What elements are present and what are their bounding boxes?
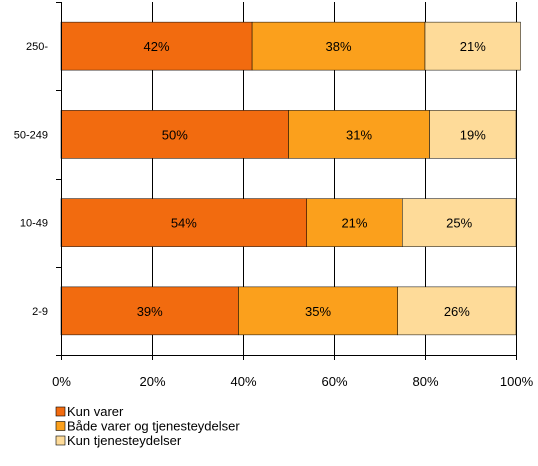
bar-segment <box>238 286 398 336</box>
axes: 250- 50-249 10-49 2-9 0% 20% 40% 60% 80% 100% <box>14 2 534 389</box>
category-label: 10-49 <box>20 218 48 230</box>
x-tick-label: 60% <box>321 374 347 389</box>
legend-swatch <box>55 435 66 446</box>
legend-swatch <box>55 406 66 417</box>
bar-segment <box>60 110 289 159</box>
bar-segment <box>402 198 517 247</box>
data-label: 25% <box>446 216 472 231</box>
legend-label: Kun varer <box>67 404 124 419</box>
data-label: 42% <box>144 39 170 54</box>
data-label: 39% <box>137 304 163 319</box>
bars: 42% 38% 21% 50% 31% 19% 54% 21% 25% 39% 35% 26% <box>60 21 521 336</box>
bar-segment <box>288 110 430 159</box>
bar-segment <box>60 21 253 71</box>
bar-segment <box>429 110 517 159</box>
x-tick-label: 20% <box>139 374 165 389</box>
data-label: 35% <box>305 304 331 319</box>
x-tick-label: 40% <box>230 374 256 389</box>
data-label: 38% <box>326 39 352 54</box>
data-label: 31% <box>346 127 372 142</box>
legend-label: Både varer og tjenesteydelser <box>67 419 240 434</box>
data-label: 54% <box>171 216 197 231</box>
bar-segment <box>60 198 307 247</box>
data-label: 21% <box>341 216 367 231</box>
bar-segment <box>424 21 521 71</box>
data-label: 21% <box>460 39 486 54</box>
x-tick-label: 0% <box>52 374 71 389</box>
bar-segment <box>60 286 239 336</box>
bar-segment <box>397 286 517 336</box>
bar-segment <box>251 21 426 71</box>
data-label: 50% <box>162 127 188 142</box>
data-label: 19% <box>460 127 486 142</box>
x-tick-label: 100% <box>500 374 534 389</box>
category-label: 2-9 <box>32 306 48 318</box>
category-label: 250- <box>26 41 48 53</box>
legend-swatch <box>55 421 66 431</box>
data-label: 26% <box>444 304 470 319</box>
x-tick-label: 80% <box>412 374 438 389</box>
category-label: 50-249 <box>14 129 48 141</box>
legend-label: Kun tjenesteydelser <box>67 433 182 448</box>
